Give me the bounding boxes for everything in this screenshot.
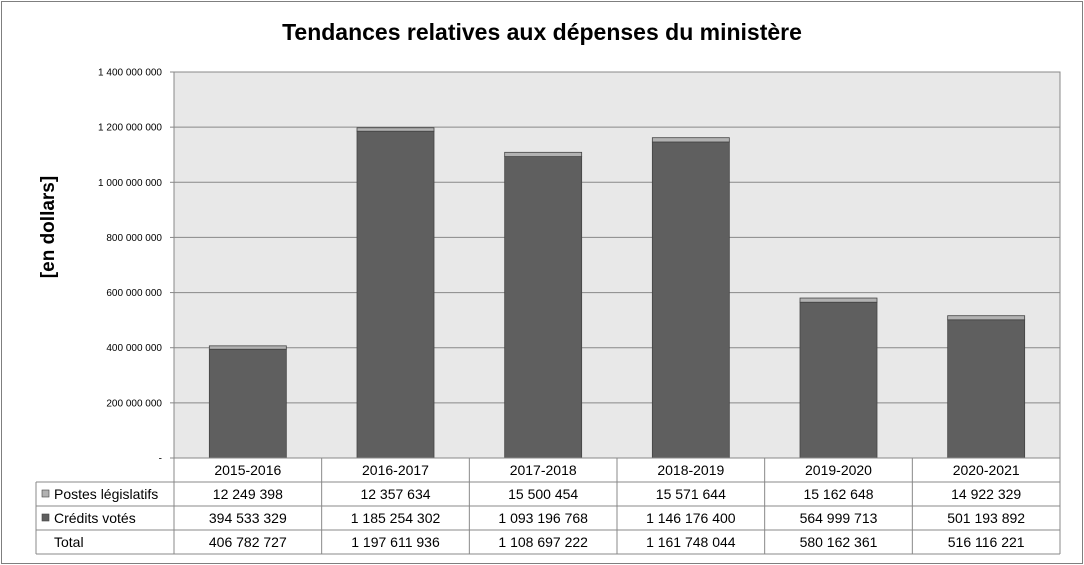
- plot-background: [173, 71, 1061, 459]
- bar-postes-legislatifs: [651, 137, 730, 143]
- total-value: 406 782 727: [209, 534, 287, 550]
- data-label: 394 533 329: [209, 510, 287, 526]
- bar-credits-votes: [504, 156, 583, 459]
- x-tick-label: 2016-2017: [362, 462, 429, 478]
- bar-postes-legislatifs: [799, 297, 878, 303]
- y-tick-label: 800 000 000: [106, 233, 162, 244]
- bar-postes-legislatifs: [208, 345, 287, 350]
- y-tick-label: 400 000 000: [106, 343, 162, 354]
- data-label: 1 146 176 400: [646, 510, 736, 526]
- data-label: 15 162 648: [803, 486, 873, 502]
- legend-swatch: [41, 489, 50, 498]
- bar-credits-votes: [208, 348, 287, 459]
- x-tick-label: 2019-2020: [805, 462, 872, 478]
- x-tick-label: 2017-2018: [510, 462, 577, 478]
- data-label: 1 093 196 768: [498, 510, 588, 526]
- bar-credits-votes: [651, 141, 730, 459]
- total-value: 1 161 748 044: [646, 534, 736, 550]
- x-tick-label: 2018-2019: [657, 462, 724, 478]
- y-tick-label: 1 200 000 000: [98, 123, 162, 134]
- data-table: 2015-2016 2016-2017 2017-2018 2018-2019 2019…: [35, 457, 1061, 555]
- bar-credits-votes: [947, 319, 1026, 459]
- x-tick-label: 2020-2021: [953, 462, 1020, 478]
- bar-credits-votes: [356, 130, 435, 459]
- total-value: 1 197 611 936: [351, 534, 440, 550]
- chart-title: Tendances relatives aux dépenses du mini…: [282, 19, 802, 45]
- legend-label: Crédits votés: [54, 510, 136, 526]
- total-value: 1 108 697 222: [498, 534, 588, 550]
- total-label: Total: [54, 534, 84, 550]
- y-tick-label: 200 000 000: [106, 398, 162, 409]
- y-tick-label: 1 000 000 000: [98, 178, 162, 189]
- data-label: 14 922 329: [951, 486, 1021, 502]
- x-tick-label: 2015-2016: [214, 462, 281, 478]
- data-label: 15 500 454: [508, 486, 578, 502]
- data-label: 12 249 398: [213, 486, 283, 502]
- y-tick-label: -: [159, 454, 162, 465]
- y-tick-label: 1 400 000 000: [98, 68, 162, 79]
- total-value: 580 162 361: [800, 534, 878, 550]
- data-label: 12 357 634: [360, 486, 430, 502]
- data-label: 15 571 644: [656, 486, 726, 502]
- bar-postes-legislatifs: [947, 315, 1026, 321]
- legend-label: Postes législatifs: [54, 486, 158, 502]
- y-axis-label: [en dollars]: [38, 176, 59, 278]
- bar-postes-legislatifs: [356, 127, 435, 132]
- bar-postes-legislatifs: [504, 151, 583, 157]
- bar-credits-votes: [799, 301, 878, 459]
- total-value: 516 116 221: [948, 534, 1025, 550]
- data-label: 501 193 892: [947, 510, 1025, 526]
- data-label: 564 999 713: [800, 510, 878, 526]
- legend-swatch: [41, 513, 50, 522]
- plot-area: - 200 000 000 400 000 000 600 000 000 800 00…: [98, 68, 1061, 465]
- y-tick-label: 600 000 000: [106, 288, 162, 299]
- data-label: 1 185 254 302: [351, 510, 441, 526]
